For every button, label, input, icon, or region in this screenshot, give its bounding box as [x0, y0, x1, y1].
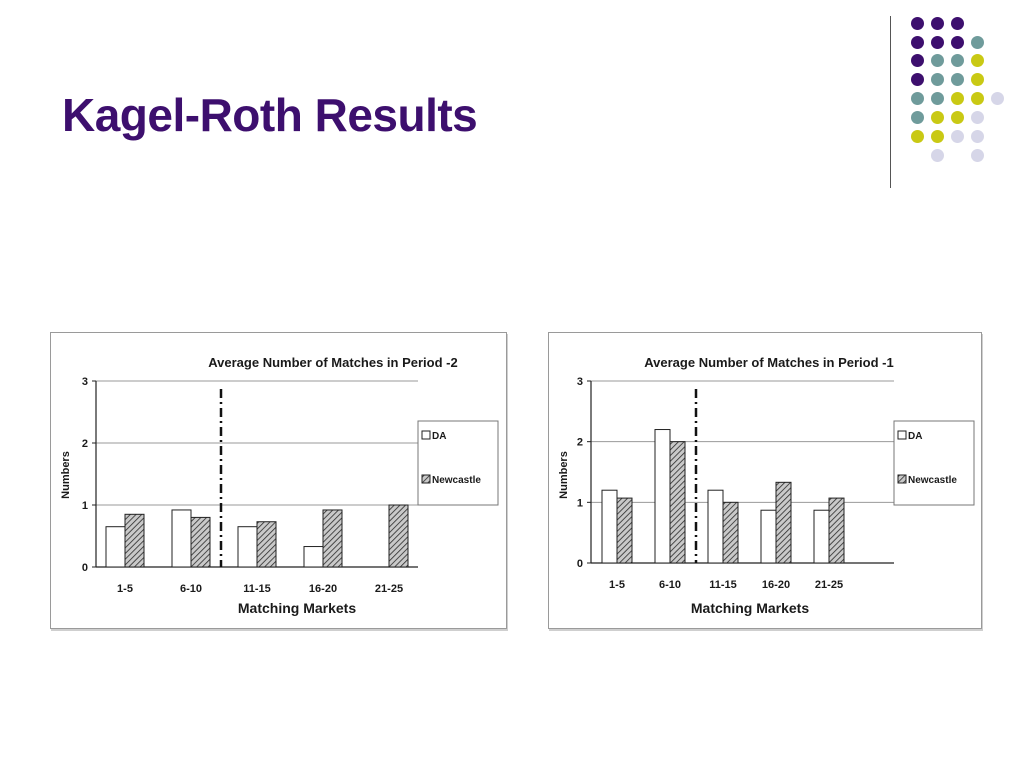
bar-da [105, 526, 126, 568]
decorative-dot [911, 36, 924, 49]
decorative-dot [911, 111, 924, 124]
x-tick-label: 1-5 [609, 579, 625, 591]
legend-swatch-newcastle [897, 474, 907, 484]
decorative-dot [911, 92, 924, 105]
x-tick-label: 1-5 [117, 583, 133, 595]
bar-newcastle [124, 513, 145, 568]
bar-newcastle [616, 497, 633, 564]
x-axis-label: Matching Markets [691, 600, 809, 616]
bar-da [237, 526, 258, 568]
bar-newcastle [828, 497, 845, 564]
decorative-dot [931, 36, 944, 49]
decorative-dot [931, 17, 944, 30]
bar-da [707, 489, 724, 564]
decorative-dot [951, 17, 964, 30]
decorative-dot [991, 92, 1004, 105]
decorative-dot [971, 130, 984, 143]
bar-da [303, 546, 324, 568]
legend-swatch-newcastle [421, 474, 431, 484]
x-tick-label: 6-10 [180, 583, 202, 595]
decorative-dot [911, 17, 924, 30]
decorative-dot [971, 54, 984, 67]
bar-newcastle [322, 509, 343, 568]
decorative-dot [971, 92, 984, 105]
chart-period-minus-1: Average Number of Matches in Period -1 M… [548, 332, 982, 629]
decorative-dot [931, 92, 944, 105]
bar-da [760, 509, 777, 564]
x-tick-label: 21-25 [375, 583, 403, 595]
legend-box [893, 420, 975, 506]
decorative-dot [951, 92, 964, 105]
decorative-dot [951, 54, 964, 67]
decorative-dot [911, 73, 924, 86]
y-axis-label: Numbers [60, 451, 72, 499]
chart-period-minus-1-svg: Average Number of Matches in Period -1 M… [558, 355, 975, 616]
bar-newcastle [190, 516, 211, 568]
decorative-dot [911, 54, 924, 67]
legend-label-newcastle: Newcastle [908, 475, 957, 486]
y-tick-label: 3 [82, 376, 88, 388]
decorative-dot [951, 73, 964, 86]
bar-da [601, 489, 618, 564]
x-tick-label: 16-20 [309, 583, 337, 595]
chart-period-minus-2-svg: Average Number of Matches in Period -2 M… [60, 355, 499, 616]
decorative-dot-grid [0, 0, 1024, 200]
x-tick-label: 11-15 [709, 579, 737, 591]
y-tick-label: 0 [82, 562, 88, 574]
legend-label-da: DA [908, 431, 922, 442]
chart-period-minus-2: Average Number of Matches in Period -2 M… [50, 332, 507, 629]
y-tick-label: 2 [82, 438, 88, 450]
chart-title: Average Number of Matches in Period -1 [644, 355, 893, 370]
decorative-dot [951, 36, 964, 49]
x-tick-label: 6-10 [659, 579, 681, 591]
x-tick-label: 21-25 [815, 579, 843, 591]
legend: DA Newcastle [417, 420, 499, 506]
legend-box [417, 420, 499, 506]
y-tick-label: 1 [82, 500, 88, 512]
decorative-dot [931, 130, 944, 143]
decorative-dot [971, 36, 984, 49]
bar-newcastle [775, 481, 792, 564]
decorative-dot [971, 111, 984, 124]
title-divider-line [890, 16, 891, 188]
decorative-dot [931, 149, 944, 162]
chart-title: Average Number of Matches in Period -2 [208, 355, 457, 370]
y-tick-label: 0 [577, 558, 583, 570]
y-tick-label: 3 [577, 376, 583, 388]
decorative-dot [931, 73, 944, 86]
decorative-dot [971, 149, 984, 162]
y-tick-label: 2 [577, 437, 583, 449]
y-tick-label: 1 [577, 497, 583, 509]
bar-da [171, 509, 192, 568]
y-axis-label: Numbers [558, 451, 570, 499]
bar-da [813, 509, 830, 564]
decorative-dot [951, 111, 964, 124]
bar-newcastle [669, 441, 686, 564]
legend-label-da: DA [432, 431, 446, 442]
decorative-dot [931, 54, 944, 67]
legend-label-newcastle: Newcastle [432, 475, 481, 486]
slide-title: Kagel-Roth Results [62, 89, 478, 141]
legend-swatch-da [421, 430, 431, 440]
decorative-dot [951, 130, 964, 143]
bar-newcastle [256, 521, 277, 568]
legend: DA Newcastle [893, 420, 975, 506]
x-axis-label: Matching Markets [238, 600, 356, 616]
x-tick-label: 16-20 [762, 579, 790, 591]
bar-newcastle [388, 504, 409, 568]
bar-newcastle [722, 501, 739, 564]
legend-swatch-da [897, 430, 907, 440]
decorative-dot [971, 73, 984, 86]
x-tick-label: 11-15 [243, 583, 271, 595]
decorative-dot [911, 130, 924, 143]
bar-da [654, 429, 671, 564]
decorative-dot [931, 111, 944, 124]
